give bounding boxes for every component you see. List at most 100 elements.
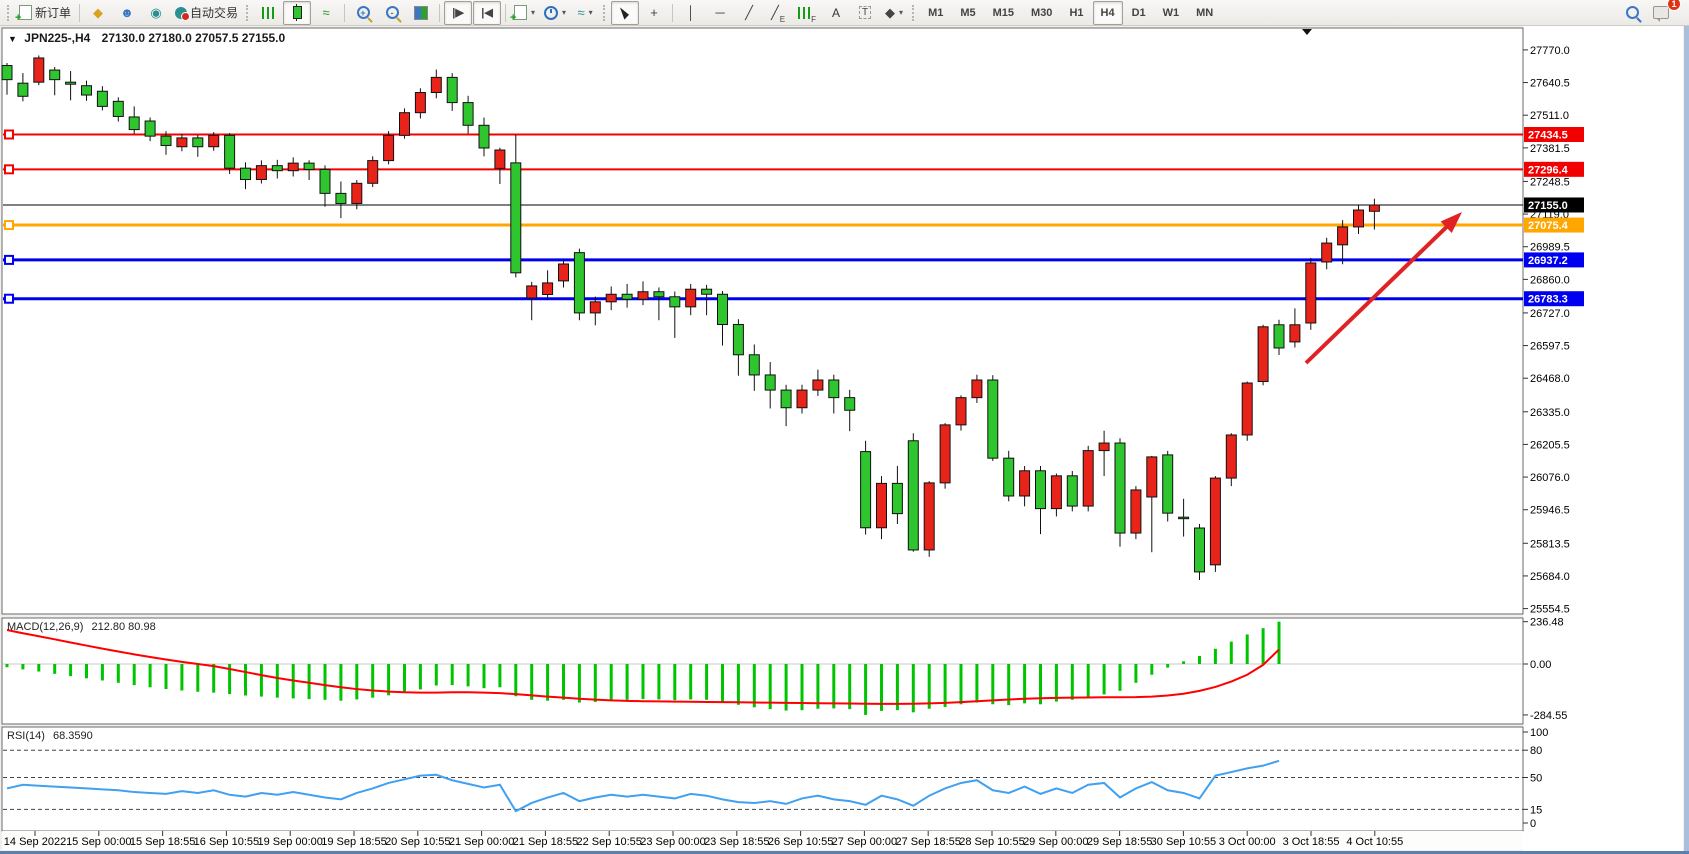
line-anchor-handle[interactable] <box>4 254 14 265</box>
price-badge-label: 26937.2 <box>1528 255 1568 267</box>
candle-body <box>303 162 315 170</box>
timeframe-label: MN <box>1196 6 1214 19</box>
timeframe-d1-button[interactable]: D1 <box>1124 1 1154 25</box>
candle-body <box>1066 475 1078 507</box>
macd-axis-label: 0.00 <box>1530 659 1551 671</box>
candle-body <box>1321 242 1333 263</box>
horizontal-line-tool-button[interactable]: ─ <box>706 1 734 25</box>
timeframe-w1-button[interactable]: W1 <box>1155 1 1188 25</box>
shapes-tool-button[interactable]: ◆ ▾ <box>880 1 908 25</box>
text-label-tool-button[interactable]: T <box>851 1 879 25</box>
line-anchor-handle[interactable] <box>4 164 14 175</box>
timeframe-label: H4 <box>1100 6 1115 19</box>
cursor-tool-button[interactable] <box>611 0 640 25</box>
candle-body <box>224 134 236 169</box>
auto-trading-icon <box>175 6 191 21</box>
toolbar-grip[interactable] <box>246 4 250 21</box>
zoom-in-button[interactable]: + <box>349 1 377 25</box>
macd-histogram-bar <box>259 664 263 697</box>
publish-icon: ◆ <box>93 5 104 20</box>
profile-button[interactable]: ☻ <box>113 1 141 25</box>
publish-button[interactable]: ◆ <box>84 1 112 25</box>
line-anchor-handle[interactable] <box>4 129 14 140</box>
macd-histogram-bar <box>53 664 57 674</box>
auto-scroll-icon: |▶ <box>452 7 464 19</box>
toolbar-grip[interactable] <box>603 4 607 21</box>
signal-icon: ◉ <box>150 5 162 20</box>
price-axis-layer: 27770.027640.527511.027381.527248.527119… <box>1523 45 1584 616</box>
fibonacci-tool-button[interactable]: ╱ E <box>764 1 792 25</box>
date-tick-label: 27 Sep 00:00 <box>832 836 897 848</box>
periods-button[interactable]: ▾ <box>540 1 570 25</box>
line-anchor-handle[interactable] <box>4 220 14 231</box>
clock-icon <box>544 5 559 20</box>
notification-badge: 1 <box>1667 0 1681 11</box>
macd-histogram-bar <box>21 664 25 670</box>
bar-chart-button[interactable] <box>254 1 282 25</box>
candle-body <box>17 82 29 97</box>
macd-histogram-bar <box>816 664 820 709</box>
notifications-button[interactable]: 1 <box>1647 0 1681 25</box>
chart-shift-button[interactable]: |◀ <box>473 0 502 25</box>
candle-body <box>637 291 649 300</box>
timeframe-h1-button[interactable]: H1 <box>1061 1 1091 25</box>
price-badge <box>1524 291 1584 307</box>
candle-body <box>1273 324 1285 349</box>
zoom-out-button[interactable]: - <box>378 1 406 25</box>
grid-tool-button[interactable]: F <box>793 1 821 25</box>
macd-histogram-bar <box>37 664 41 672</box>
chart-title[interactable]: ▼ JPN225-,H4 27130.0 27180.0 27057.5 271… <box>8 31 285 45</box>
price-tick-label: 26597.5 <box>1530 341 1570 353</box>
date-tick-label: 3 Oct 18:55 <box>1283 836 1340 848</box>
vertical-line-tool-button[interactable]: │ <box>677 1 705 25</box>
tile-windows-icon <box>414 5 429 20</box>
trend-arrow-line[interactable] <box>1304 221 1452 365</box>
search-button[interactable] <box>1618 1 1646 25</box>
line-anchor-handle[interactable] <box>4 293 14 304</box>
timeframe-mn-button[interactable]: MN <box>1188 1 1221 25</box>
templates-button[interactable]: ≈ ▾ <box>571 1 599 25</box>
macd-name: MACD(12,26,9) <box>7 621 84 633</box>
trendline-tool-button[interactable]: ╱ <box>735 1 763 25</box>
timeframe-m5-button[interactable]: M5 <box>952 1 983 25</box>
crosshair-tool-button[interactable]: + <box>640 1 668 25</box>
timeframe-h4-button[interactable]: H4 <box>1092 0 1123 25</box>
toolbar-grip[interactable] <box>912 4 916 21</box>
auto-scroll-button[interactable]: |▶ <box>444 0 473 25</box>
candle-body <box>128 116 140 131</box>
price-badge <box>1524 161 1584 177</box>
macd-histogram-bar <box>418 664 422 690</box>
candle-body <box>112 100 124 117</box>
toolbar-grip[interactable] <box>7 4 11 21</box>
timeframe-label: W1 <box>1162 6 1180 19</box>
template-icon: ≈ <box>577 5 585 20</box>
tile-windows-button[interactable] <box>407 1 435 25</box>
vertical-line-icon: │ <box>687 5 696 20</box>
candle-body <box>414 92 426 114</box>
trend-arrow-head[interactable] <box>1440 212 1462 234</box>
line-chart-button[interactable]: ≈ <box>312 1 340 25</box>
rsi-name: RSI(14) <box>7 730 45 742</box>
macd-histogram-bar <box>1118 664 1122 691</box>
candlestick-chart-button[interactable] <box>283 0 312 25</box>
candle-body <box>1225 434 1237 479</box>
candle-body <box>1 65 13 81</box>
scroll-marker-icon[interactable] <box>1302 29 1312 35</box>
dropdown-arrow-icon: ▾ <box>562 8 567 17</box>
dropdown-arrow-icon: ▾ <box>899 8 904 17</box>
price-tick-label: 26076.0 <box>1530 472 1570 484</box>
macd-histogram-bar <box>100 664 104 681</box>
indicators-button[interactable]: ▾ <box>510 1 539 25</box>
trend-arrow[interactable] <box>1304 212 1462 365</box>
timeframe-m1-button[interactable]: M1 <box>920 1 951 25</box>
candle-body <box>287 162 299 172</box>
main-chart-panel <box>1 27 1524 615</box>
timeframe-m15-button[interactable]: M15 <box>985 1 1022 25</box>
text-tool-button[interactable]: A <box>822 1 850 25</box>
timeframe-m30-button[interactable]: M30 <box>1023 1 1060 25</box>
window-bottom-edge <box>0 851 1689 854</box>
signals-button[interactable]: ◉ <box>142 1 170 25</box>
new-order-button[interactable]: 新订单 <box>15 1 75 25</box>
auto-trading-button[interactable]: 自动交易 <box>171 1 242 25</box>
